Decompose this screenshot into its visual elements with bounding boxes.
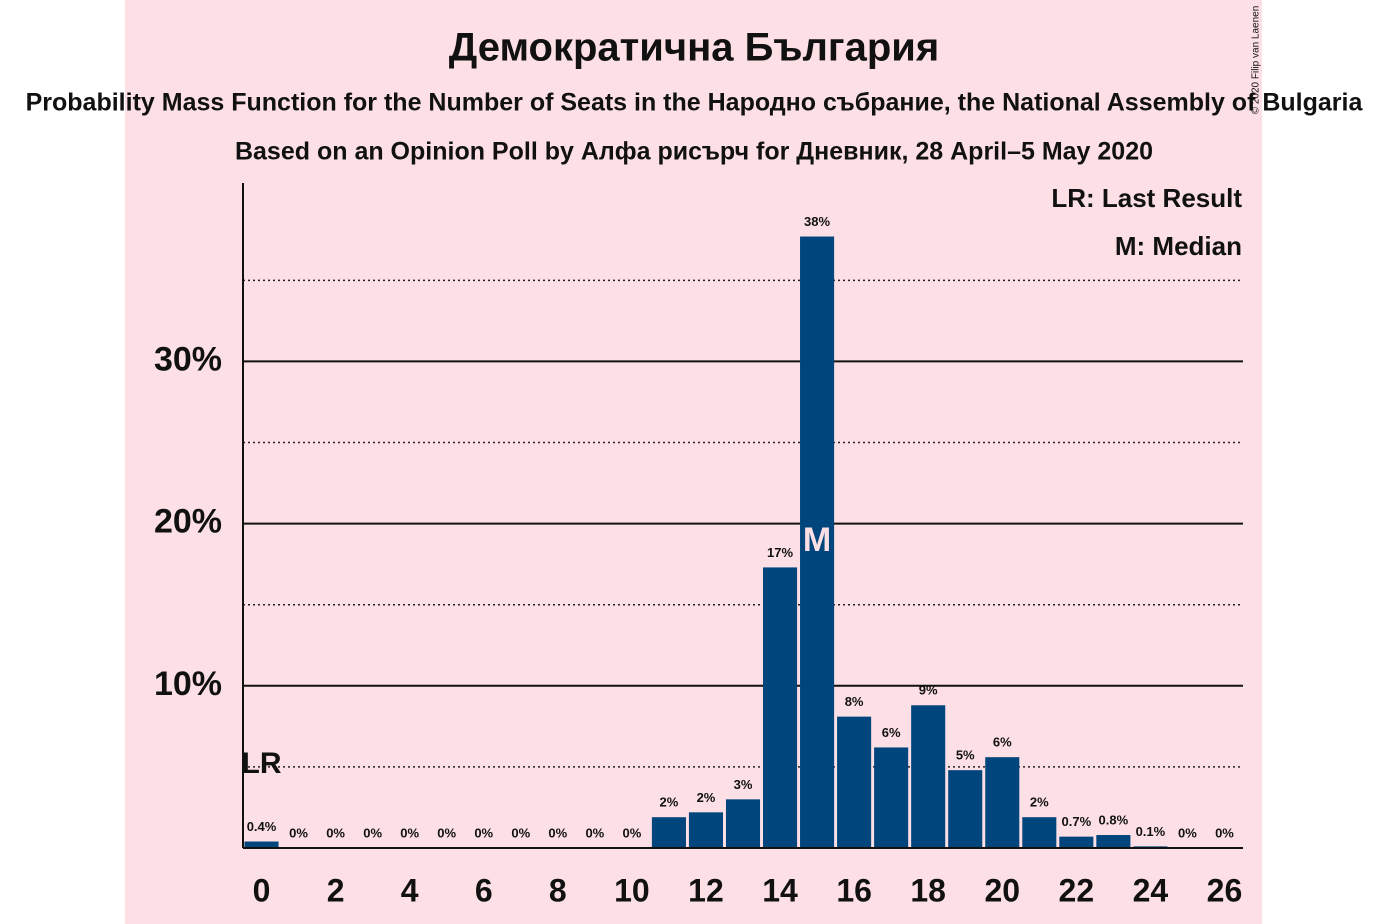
bar <box>688 812 723 848</box>
last-result-marker: LR <box>242 747 282 780</box>
bar <box>1022 817 1057 848</box>
value-label: 0% <box>400 825 419 840</box>
x-tick-label: 24 <box>1133 872 1169 908</box>
x-tick-label: 12 <box>688 872 724 908</box>
value-label: 0% <box>622 825 641 840</box>
bar <box>837 716 872 848</box>
x-tick-label: 22 <box>1059 872 1095 908</box>
bar <box>911 705 946 848</box>
value-label: 0% <box>437 825 456 840</box>
bar <box>244 841 279 848</box>
value-label: 3% <box>734 777 753 792</box>
bar <box>985 757 1020 848</box>
chart-source: Based on an Opinion Poll by Алфа рисърч … <box>235 138 1153 166</box>
value-label: 2% <box>697 790 716 805</box>
x-tick-label: 4 <box>401 872 419 908</box>
x-tick-label: 14 <box>762 872 798 908</box>
value-label: 0.1% <box>1136 824 1166 839</box>
value-label: 0.4% <box>247 819 277 834</box>
value-label: 0% <box>326 825 345 840</box>
bar <box>874 747 909 848</box>
x-tick-label: 8 <box>549 872 567 908</box>
x-tick-label: 16 <box>836 872 872 908</box>
y-tick-label: 30% <box>154 340 222 378</box>
value-label: 0% <box>289 825 308 840</box>
value-label: 2% <box>660 795 679 810</box>
legend-entry: LR: Last Result <box>1051 183 1242 213</box>
value-label: 38% <box>804 214 830 229</box>
bar <box>800 236 835 848</box>
x-tick-label: 10 <box>614 872 650 908</box>
value-label: 0.8% <box>1099 812 1129 827</box>
value-label: 6% <box>993 735 1012 750</box>
value-label: 8% <box>845 694 864 709</box>
legend-entry: M: Median <box>1115 231 1242 261</box>
chart-title: Демократична България <box>449 26 939 70</box>
x-tick-label: 2 <box>327 872 345 908</box>
bar <box>1059 836 1094 848</box>
y-tick-label: 20% <box>154 503 222 541</box>
value-label: 0% <box>1178 825 1197 840</box>
y-tick-label: 10% <box>154 665 222 703</box>
value-label: 0% <box>1215 825 1234 840</box>
bar <box>1096 835 1131 848</box>
background-panel <box>125 0 1262 924</box>
copyright: © 2020 Filip van Laenen <box>1251 6 1262 115</box>
value-label: 0% <box>511 825 530 840</box>
bar <box>948 770 983 848</box>
value-label: 17% <box>767 545 793 560</box>
value-label: 5% <box>956 748 975 763</box>
value-label: 6% <box>882 725 901 740</box>
x-tick-label: 6 <box>475 872 493 908</box>
value-label: 0% <box>585 825 604 840</box>
value-label: 2% <box>1030 795 1049 810</box>
median-marker: M <box>803 521 831 559</box>
x-tick-label: 26 <box>1207 872 1243 908</box>
x-tick-label: 18 <box>910 872 946 908</box>
value-label: 0% <box>548 825 567 840</box>
chart-subtitle: Probability Mass Function for the Number… <box>26 89 1364 117</box>
x-tick-label: 0 <box>253 872 271 908</box>
value-label: 0% <box>363 825 382 840</box>
x-tick-label: 20 <box>984 872 1020 908</box>
value-label: 0% <box>474 825 493 840</box>
bar <box>763 567 798 848</box>
value-label: 9% <box>919 683 938 698</box>
bar <box>651 817 686 848</box>
value-label: 0.7% <box>1062 814 1092 829</box>
bar <box>725 799 761 848</box>
